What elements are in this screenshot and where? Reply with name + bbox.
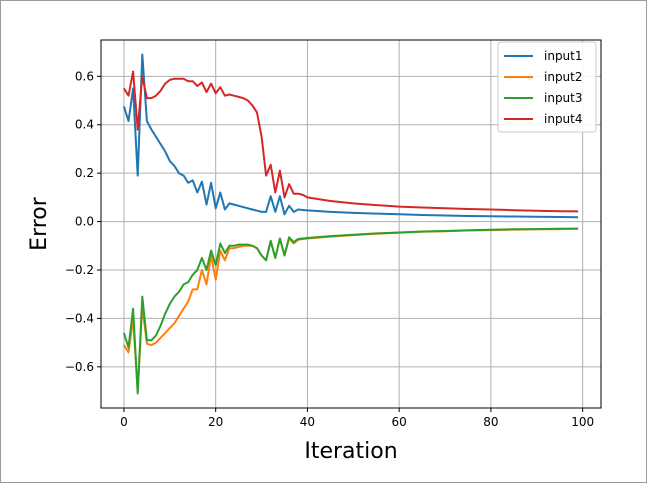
y-tick-label: 0.6 [75,69,94,83]
x-tick-label: 20 [208,415,223,429]
legend-label-input3: input3 [544,91,583,105]
legend-label-input1: input1 [544,49,583,63]
x-tick-label: 40 [300,415,315,429]
y-tick-label: −0.6 [65,360,94,374]
legend: input1 input2 input3 input4 [497,41,597,133]
series-line-input4 [123,70,579,213]
ticks: 0 20 40 60 80 100 −0.6 −0.4 −0.2 0.0 0.2 0.4 0.6 [65,69,594,429]
x-tick-label: 60 [392,415,407,429]
series-line-input3 [122,227,579,395]
x-tick-label: 100 [571,415,594,429]
series-lines [122,53,579,395]
y-tick-label: −0.2 [65,263,94,277]
y-tick-label: −0.4 [65,311,94,325]
y-axis-label: Error [27,196,52,251]
x-axis-label: Iteration [304,439,397,464]
plot-area-frame [100,39,602,409]
x-tick-label: 0 [120,415,128,429]
series-line-input1 [122,53,579,219]
legend-label-input4: input4 [544,112,583,126]
grid [101,40,601,408]
y-tick-label: 0.4 [75,118,94,132]
y-tick-label: 0.0 [75,215,94,229]
y-tick-label: 0.2 [75,166,94,180]
legend-label-input2: input2 [544,70,583,84]
x-tick-label: 80 [483,415,498,429]
